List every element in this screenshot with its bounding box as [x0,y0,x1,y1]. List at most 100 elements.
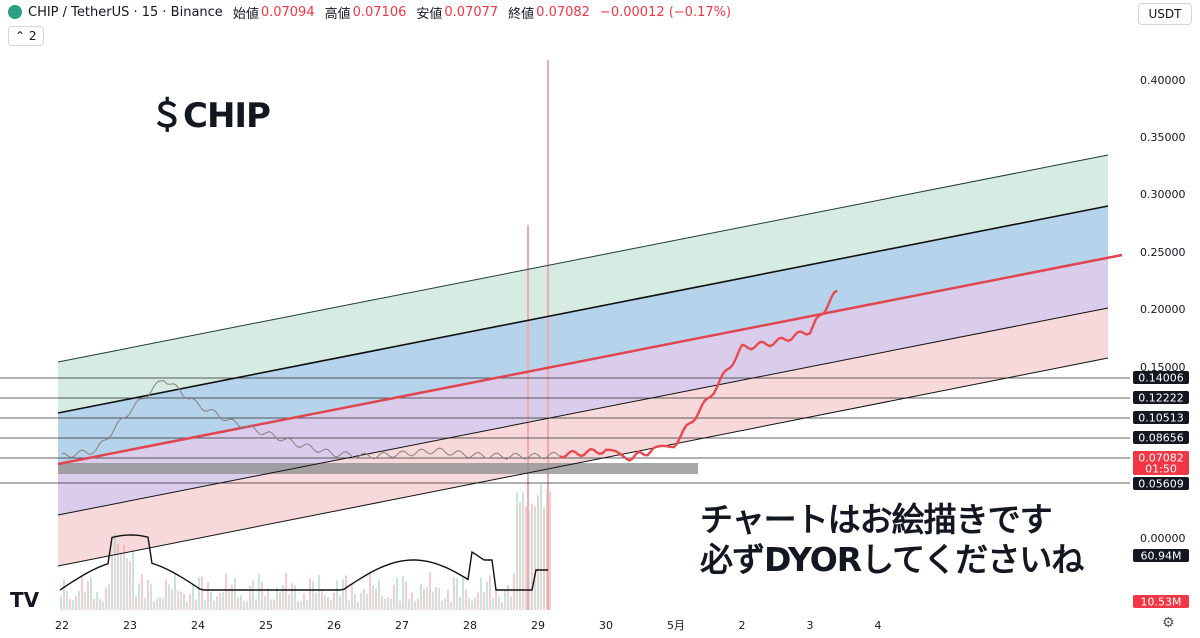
volume-bar [366,593,368,610]
volume-bar [267,588,269,610]
volume-bar [117,543,119,610]
volume-bar [483,591,485,610]
price-tick-label: 0.35000 [1140,131,1186,144]
volume-bar [288,594,290,610]
volume-bar [513,573,515,610]
volume-bar [465,589,467,610]
volume-bar [432,591,434,610]
channel-midline [57,253,1123,466]
volume-bar [381,596,383,610]
volume-bar [384,598,386,610]
volume-bar [78,590,80,610]
chart-header: CHIP / TetherUS · 15 · Binance 始値 0.0709… [0,0,1120,24]
volume-bar [315,592,317,610]
volume-bar [420,584,422,610]
price-label-bg [1133,451,1189,464]
volume-bar [246,601,248,610]
price-label-bg [1133,371,1189,384]
gear-icon[interactable]: ⚙ [1162,615,1175,631]
indicator-toggle-button[interactable]: ⌃ 2 [8,26,44,46]
volume-bar [351,585,353,610]
price-tick-label: 0.20000 [1140,303,1186,316]
volume-spike [527,225,529,610]
volume-bar [471,601,473,610]
volume-bar [222,591,224,610]
volume-label: 60.94M [1141,550,1182,563]
volume-bar [150,583,152,610]
volume-bars [60,60,551,610]
volume-bar [417,598,419,610]
price-label-bg [1133,391,1189,404]
price-line-recent [560,289,838,462]
volume-bar [135,595,137,610]
volume-bar [321,589,323,610]
volume-bar [336,580,338,610]
volume-bar [171,589,173,610]
volume-bar [408,598,410,610]
volume-bar [441,600,443,610]
volume-bar [105,587,107,610]
volume-bar [138,583,140,610]
price-label: 0.12222 [1138,392,1184,405]
volume-bar [300,601,302,610]
volume-bar [225,574,227,610]
date-axis: 22 23 24 25 26 27 28 29 30 5月 2 3 4 [55,619,882,632]
date-tick-label: 26 [327,619,341,632]
volume-bar [87,581,89,610]
chevron-up-icon: ⌃ [15,29,26,43]
date-tick-label: 28 [463,619,477,632]
volume-bar [177,590,179,610]
volume-bar [213,600,215,610]
volume-bar [180,591,182,610]
price-label: 0.08656 [1138,432,1184,445]
volume-bar [426,587,428,610]
date-tick-label: 22 [55,619,69,632]
volume-bar [525,506,527,610]
date-tick-label: 30 [599,619,613,632]
volume-bar [231,584,233,610]
symbol-title[interactable]: CHIP / TetherUS · 15 · Binance [28,4,223,20]
volume-bar [474,597,476,610]
volume-spike [547,60,549,610]
price-label-bg [1133,477,1189,490]
price-label-bg [1133,462,1189,475]
volume-bar [429,572,431,610]
volume-bar [156,598,158,610]
volume-bar [237,597,239,610]
volume-bar [414,601,416,610]
price-label: 01:50 [1145,463,1177,476]
date-tick-label: 24 [191,619,205,632]
low-value: 0.07077 [444,4,499,20]
volume-bar [360,592,362,610]
volume-bar [141,574,143,610]
volume-bar [153,601,155,610]
volume-bar [423,588,425,610]
volume-bar [327,597,329,610]
currency-selector[interactable]: USDT [1138,3,1192,25]
volume-bar [312,581,314,610]
volume-bar [543,507,545,610]
volume-bar [339,595,341,610]
volume-bar [183,593,185,610]
volume-bar [456,578,458,610]
band-upper [58,206,1108,464]
oscillator-path [59,534,548,591]
volume-bar [534,506,536,610]
volume-bar [372,585,374,610]
channel-line [57,307,1109,516]
price-label: 0.07082 [1138,452,1184,465]
chart-annotation-title: ＄CHIP [150,96,271,136]
volume-bar [69,598,71,610]
date-tick-label: 3 [807,619,814,632]
volume-bar [330,599,332,610]
volume-bar [303,593,305,610]
volume-bar [516,492,518,610]
price-axis: 0.40000 0.35000 0.30000 0.25000 0.20000 0.150… [1140,74,1186,545]
channel-lines [57,154,1123,567]
horizontal-levels [0,377,1130,484]
volume-bar [405,581,407,610]
channel-line [57,154,1109,363]
volume-bar [108,584,110,610]
volume-bar [390,599,392,610]
